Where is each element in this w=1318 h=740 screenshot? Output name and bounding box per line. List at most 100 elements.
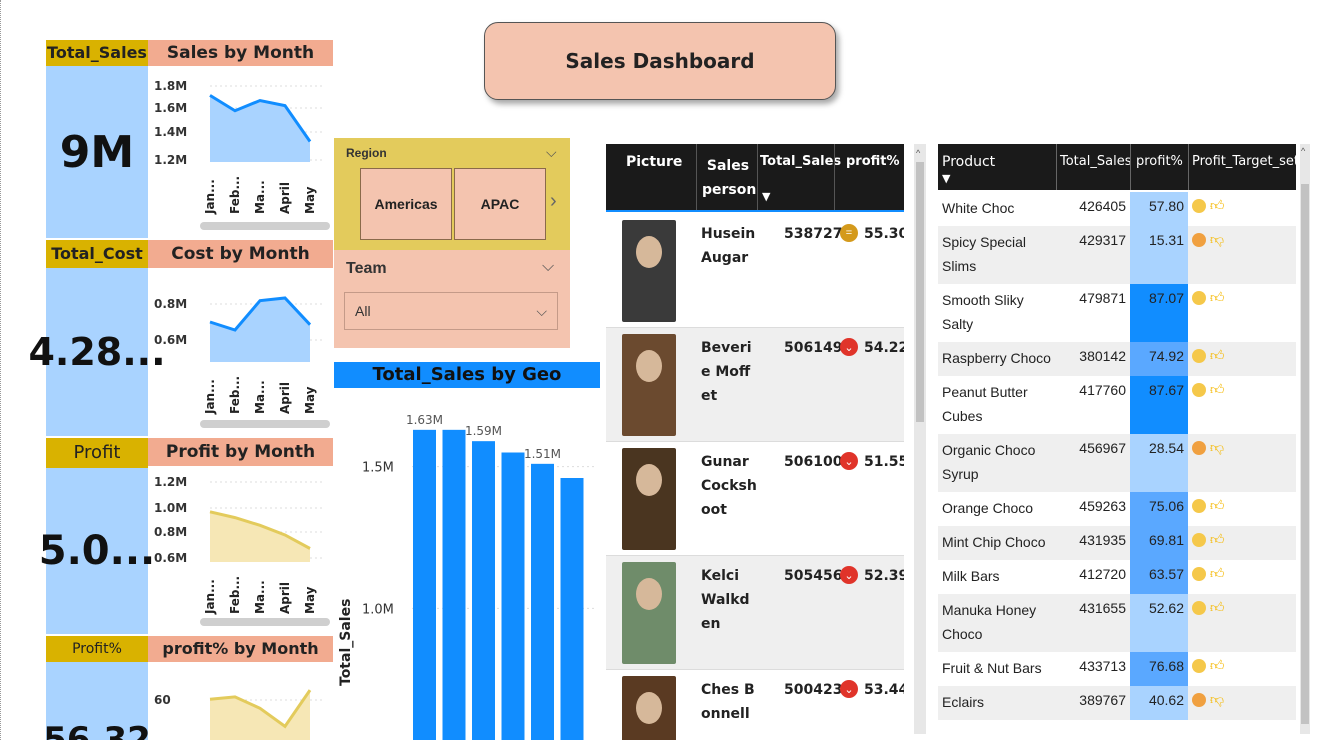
product-row[interactable]: Milk Bars 412720 63.57 👍︎ xyxy=(938,560,1296,594)
kpi-profit-pct-label: Profit% xyxy=(46,636,148,662)
profit-pct-by-month-title: profit% by Month xyxy=(148,636,333,662)
person-sales: 505456 xyxy=(784,568,843,584)
table-row[interactable]: Beverie Moffet 506149 ⌄ 54.22 xyxy=(606,328,904,442)
product-name: Orange Choco xyxy=(942,500,1034,516)
sales-by-month-title: Sales by Month xyxy=(148,40,333,66)
col-divider xyxy=(834,144,835,212)
table-row[interactable]: Gunar Cockshoot 506100 ⌄ 51.55 xyxy=(606,442,904,556)
h-scrollbar[interactable] xyxy=(200,618,330,626)
product-scroll-up-icon[interactable]: ^ xyxy=(1301,146,1306,156)
profit-by-month-chart[interactable]: 1.2M 1.0M 0.8M 0.6M Jan... Feb... Ma... April Ma… xyxy=(148,466,333,634)
product-row[interactable]: Mint Chip Choco 431935 69.81 👍︎ xyxy=(938,526,1296,560)
product-table-scrollbar[interactable]: ^ xyxy=(1300,144,1310,734)
product-scroll-thumb[interactable] xyxy=(1301,184,1309,724)
people-table-scrollbar[interactable]: ^ xyxy=(914,144,926,734)
col-target-header[interactable]: Profit_Target_set xyxy=(1192,154,1296,169)
product-sort-icon[interactable]: ▼ xyxy=(942,172,951,185)
y-tick-label: 0.8M xyxy=(154,525,187,539)
person-profit: 55.30 xyxy=(864,226,904,242)
product-sales: 380142 xyxy=(1079,348,1126,364)
col-profit-header[interactable]: profit% xyxy=(846,154,900,169)
face-shape xyxy=(636,464,662,496)
geo-bar[interactable] xyxy=(413,429,436,740)
product-row[interactable]: Orange Choco 459263 75.06 👍︎ xyxy=(938,492,1296,526)
h-scrollbar[interactable] xyxy=(200,222,330,230)
h-scrollbar[interactable] xyxy=(200,420,330,428)
product-row[interactable]: Raspberry Choco 380142 74.92 👍︎ xyxy=(938,342,1296,376)
product-sales: 431935 xyxy=(1079,532,1126,548)
team-chevron-icon[interactable]: ⌵ xyxy=(542,258,555,275)
table-row[interactable]: Husein Augar 538727 = 55.30 xyxy=(606,214,904,328)
person-profit: 51.55 xyxy=(864,454,904,470)
month-label: April xyxy=(278,582,292,614)
profit-pct-by-month-chart[interactable]: 60 xyxy=(148,662,333,740)
month-label: Jan... xyxy=(203,379,217,415)
person-profit: 52.39 xyxy=(864,568,904,584)
region-next-icon[interactable]: › xyxy=(550,190,557,212)
down-indicator-icon: ⌄ xyxy=(840,680,858,698)
y-tick-label: 1.2M xyxy=(154,153,187,167)
product-name: Manuka Honey Choco xyxy=(942,602,1037,642)
product-name: Smooth Sliky Salty xyxy=(942,292,1024,332)
region-chevron-icon[interactable]: ⌵ xyxy=(546,144,557,160)
col-total-sales-header[interactable]: Total_Sales xyxy=(760,154,842,169)
product-table-header: Product ▼ Total_Sales profit% Profit_Tar… xyxy=(938,144,1296,190)
month-label: Jan... xyxy=(203,179,217,215)
product-table: Product ▼ Total_Sales profit% Profit_Tar… xyxy=(938,144,1296,740)
product-name: Milk Bars xyxy=(942,568,1000,584)
face-shape xyxy=(636,692,662,724)
col-total-sales-header[interactable]: Total_Sales xyxy=(1060,154,1132,169)
product-row[interactable]: Spicy Special Slims 429317 15.31 👎︎ xyxy=(938,226,1296,284)
product-row[interactable]: Manuka Honey Choco 431655 52.62 👍︎ xyxy=(938,594,1296,652)
month-label: April xyxy=(278,382,292,414)
product-row[interactable]: Eclairs 389767 40.62 👎︎ xyxy=(938,686,1296,720)
col-product-header[interactable]: Product xyxy=(942,154,996,170)
month-label: April xyxy=(278,182,292,214)
person-name: Beverie Moffet xyxy=(701,340,752,404)
y-axis-title: Total_Sales xyxy=(338,599,354,686)
product-name: Fruit & Nut Bars xyxy=(942,660,1042,676)
people-scroll-thumb[interactable] xyxy=(916,162,924,422)
month-label: Feb... xyxy=(228,576,242,614)
team-dropdown[interactable]: All ⌵ xyxy=(344,292,558,330)
region-tile-americas[interactable]: Americas xyxy=(360,168,452,240)
sort-desc-icon[interactable]: ▼ xyxy=(762,190,771,203)
geo-bar[interactable] xyxy=(560,478,584,740)
person-name: Ches Bonnell xyxy=(701,682,755,722)
col-picture-header[interactable]: Picture xyxy=(626,154,683,170)
product-row[interactable]: Smooth Sliky Salty 479871 87.07 👍︎ xyxy=(938,284,1296,342)
table-row[interactable]: Ches Bonnell 500423 ⌄ 53.44 xyxy=(606,670,904,740)
product-row[interactable]: White Choc 426405 57.80 👍︎ xyxy=(938,192,1296,226)
product-name: Eclairs xyxy=(942,694,985,710)
region-tile-apac[interactable]: APAC xyxy=(454,168,546,240)
target-missed-icon: 👎︎ xyxy=(1192,439,1224,456)
person-name: Husein Augar xyxy=(701,226,756,266)
header-underline xyxy=(606,210,904,212)
total-sales-by-geo-chart[interactable]: Total_Sales 1.5M 1.0M 1.63M 1.59M 1.51M xyxy=(334,390,600,740)
product-profit: 69.81 xyxy=(1130,526,1188,560)
sales-by-month-chart[interactable]: 1.8M 1.6M 1.4M 1.2M Jan... Feb... Ma... April Ma… xyxy=(148,66,333,238)
product-name: Raspberry Choco xyxy=(942,350,1051,366)
geo-bar[interactable] xyxy=(472,441,495,740)
target-met-icon: 👍︎ xyxy=(1192,347,1225,364)
profit-by-month-title: Profit by Month xyxy=(148,438,333,466)
geo-bar[interactable] xyxy=(442,429,466,740)
col-person-header[interactable]: Sales person xyxy=(702,158,757,198)
cost-by-month-chart[interactable]: 0.8M 0.6M Jan... Feb... Ma... April May xyxy=(148,268,333,436)
person-profit: 54.22 xyxy=(864,340,904,356)
geo-bar[interactable] xyxy=(501,452,525,740)
product-profit: 74.92 xyxy=(1130,342,1188,376)
product-row[interactable]: Peanut Butter Cubes 417760 87.67 👍︎ xyxy=(938,376,1296,434)
kpi-profit-value: 5.0... xyxy=(39,468,155,634)
col-profit-header[interactable]: profit% xyxy=(1136,154,1183,169)
table-row[interactable]: Kelci Walkden 505456 ⌄ 52.39 xyxy=(606,556,904,670)
product-row[interactable]: Fruit & Nut Bars 433713 76.68 👍︎ xyxy=(938,652,1296,686)
product-name: Spicy Special Slims xyxy=(942,234,1027,274)
product-profit: 87.67 xyxy=(1130,376,1188,434)
scroll-up-icon[interactable]: ^ xyxy=(916,148,921,158)
product-row[interactable]: Organic Choco Syrup 456967 28.54 👎︎ xyxy=(938,434,1296,492)
product-profit: 28.54 xyxy=(1130,434,1188,492)
y-tick-label: 0.6M xyxy=(154,551,187,565)
geo-bar[interactable] xyxy=(531,463,554,740)
down-indicator-icon: ⌄ xyxy=(840,452,858,470)
